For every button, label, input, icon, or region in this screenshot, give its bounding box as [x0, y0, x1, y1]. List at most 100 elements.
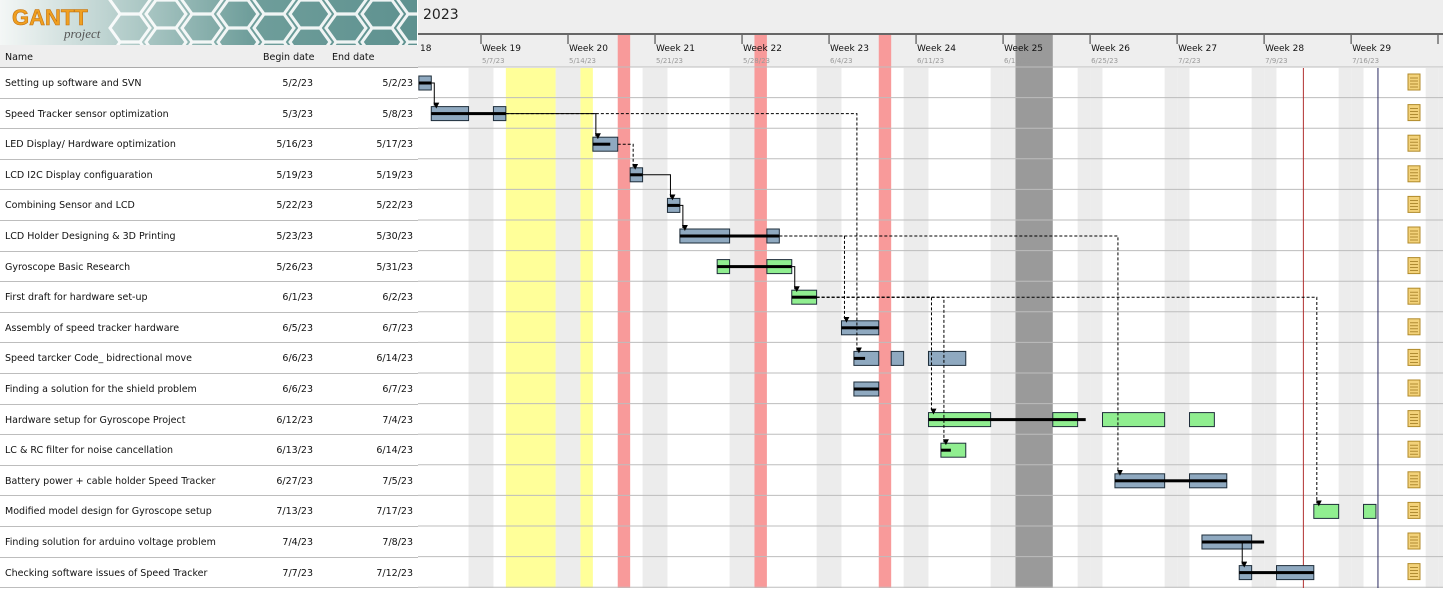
week-date: 7/16/23 — [1352, 57, 1379, 65]
notes-icon[interactable] — [1407, 379, 1421, 397]
dependency-arrow — [505, 113, 862, 354]
task-bar[interactable] — [890, 350, 905, 366]
table-row[interactable]: Finding a solution for the shield proble… — [0, 374, 418, 405]
notes-icon[interactable] — [1407, 73, 1421, 91]
task-name: LC & RC filter for noise cancellation — [5, 445, 174, 457]
table-row[interactable]: LCD Holder Designing & 3D Printing 5/23/2… — [0, 221, 418, 252]
notes-icon[interactable] — [1407, 318, 1421, 336]
task-progress — [928, 418, 1086, 422]
weekend-column — [990, 68, 1004, 588]
week-date: 6/11/23 — [917, 57, 944, 65]
task-begin-date: 6/12/23 — [276, 414, 313, 426]
task-progress — [418, 81, 432, 85]
task-begin-date: 5/3/23 — [282, 108, 313, 120]
dependency-arrow — [1241, 541, 1265, 568]
weekend-column — [742, 68, 755, 588]
task-name: First draft for hardware set-up — [5, 292, 148, 304]
timeline-year: 2023 — [423, 7, 459, 23]
notes-icon[interactable] — [1407, 563, 1421, 581]
dependency-arrow — [791, 266, 800, 293]
weekend-column — [1077, 68, 1091, 588]
task-progress — [717, 265, 792, 269]
week-label: Week 28 — [1265, 44, 1304, 54]
task-progress — [630, 173, 643, 177]
table-row[interactable]: Speed Tracker sensor optimization 5/3/23 5… — [0, 99, 418, 130]
task-begin-date: 7/13/23 — [276, 506, 313, 518]
notes-icon[interactable] — [1407, 104, 1421, 122]
weekend-column — [1264, 68, 1277, 588]
dependency-arrow — [617, 143, 639, 170]
task-bar[interactable] — [1313, 503, 1340, 519]
task-begin-date: 6/1/23 — [282, 292, 313, 304]
task-name: Assembly of speed tracker hardware — [5, 322, 180, 334]
week-label: Week 21 — [656, 44, 695, 54]
task-end-date: 5/31/23 — [376, 261, 413, 273]
task-end-date: 6/7/23 — [382, 322, 413, 334]
table-row[interactable]: Gyroscope Basic Research 5/26/23 5/31/23 — [0, 252, 418, 283]
notes-icon[interactable] — [1407, 348, 1421, 366]
task-bar[interactable] — [1189, 412, 1215, 428]
task-name: Speed Tracker sensor optimization — [5, 108, 169, 120]
task-begin-date: 5/2/23 — [282, 78, 313, 89]
task-name: Finding solution for arduino voltage pro… — [5, 536, 216, 548]
task-bar[interactable] — [927, 350, 967, 366]
task-progress — [841, 326, 879, 330]
notes-icon[interactable] — [1407, 532, 1421, 550]
task-end-date: 5/2/23 — [382, 78, 413, 89]
notes-icon[interactable] — [1407, 226, 1421, 244]
notes-icon[interactable] — [1407, 410, 1421, 428]
task-begin-date: 5/22/23 — [276, 200, 313, 212]
week-date: 5/21/23 — [656, 57, 683, 65]
table-row[interactable]: Checking software issues of Speed Tracke… — [0, 558, 418, 589]
week-label: Week 19 — [482, 44, 521, 54]
table-row[interactable]: Combining Sensor and LCD 5/22/23 5/22/23 — [0, 190, 418, 221]
task-begin-date: 5/16/23 — [276, 139, 313, 151]
task-name: Battery power + cable holder Speed Track… — [5, 475, 216, 487]
task-begin-date: 6/13/23 — [276, 445, 313, 457]
task-bar[interactable] — [1363, 503, 1377, 519]
notes-icon[interactable] — [1407, 134, 1421, 152]
week-date: 6/18/23 — [1004, 57, 1031, 65]
table-row[interactable]: Modified model design for Gyroscope setu… — [0, 496, 418, 527]
table-row[interactable]: LCD I2C Display configuaration 5/19/23 5/1… — [0, 160, 418, 191]
column-header-name[interactable]: Name — [5, 52, 34, 63]
dependency-arrow — [431, 82, 440, 109]
notes-icon[interactable] — [1407, 440, 1421, 458]
task-begin-date: 6/6/23 — [282, 383, 313, 395]
notes-icon[interactable] — [1407, 287, 1421, 305]
weekend-column — [568, 68, 581, 588]
weekend-column — [1164, 68, 1178, 588]
notes-icon[interactable] — [1407, 501, 1421, 519]
task-name: LCD I2C Display configuaration — [5, 169, 153, 181]
table-row[interactable]: Assembly of speed tracker hardware 6/5/23… — [0, 313, 418, 344]
table-row[interactable]: Battery power + cable holder Speed Track… — [0, 466, 418, 497]
task-end-date: 5/22/23 — [376, 200, 413, 212]
task-name: Combining Sensor and LCD — [5, 200, 135, 212]
week-date: 7/2/23 — [1178, 57, 1201, 65]
table-row[interactable]: LED Display/ Hardware optimization 5/16/2… — [0, 129, 418, 160]
week-label: Week 27 — [1178, 44, 1217, 54]
task-bar[interactable] — [1102, 412, 1166, 428]
week-label: Week 22 — [743, 44, 782, 54]
task-name: Finding a solution for the shield proble… — [5, 383, 197, 395]
table-row[interactable]: First draft for hardware set-up 6/1/23 6/2… — [0, 282, 418, 313]
svg-text:project: project — [63, 26, 101, 41]
table-row[interactable]: Speed tarcker Code_ bidrectional move 6/6… — [0, 343, 418, 374]
task-progress — [1114, 479, 1227, 483]
notes-icon[interactable] — [1407, 471, 1421, 489]
task-progress — [1201, 540, 1265, 544]
notes-icon[interactable] — [1407, 195, 1421, 213]
column-header-end-date[interactable]: End date — [332, 52, 375, 63]
table-row[interactable]: Hardware setup for Gyroscope Project 6/12… — [0, 405, 418, 436]
weekend-column — [816, 68, 830, 588]
week-date: 7/9/23 — [1265, 57, 1288, 65]
column-header-begin-date[interactable]: Begin date — [263, 52, 315, 63]
table-row[interactable]: Setting up software and SVN 5/2/23 5/2/23 — [0, 68, 418, 99]
notes-icon[interactable] — [1407, 257, 1421, 275]
notes-icon[interactable] — [1407, 165, 1421, 183]
table-row[interactable]: Finding solution for arduino voltage pro… — [0, 527, 418, 558]
task-name: Hardware setup for Gyroscope Project — [5, 414, 186, 426]
task-end-date: 7/4/23 — [382, 414, 413, 426]
table-row[interactable]: LC & RC filter for noise cancellation 6/1… — [0, 435, 418, 466]
weekend-column — [1090, 68, 1103, 588]
